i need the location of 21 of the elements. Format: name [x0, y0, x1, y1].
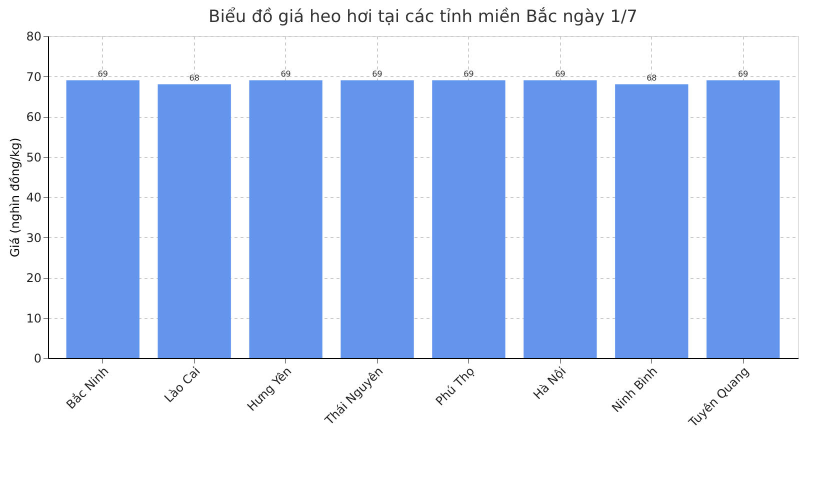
data-label: 68 — [189, 73, 200, 82]
data-label: 68 — [646, 73, 657, 82]
y-tick-label: 50 — [26, 150, 42, 164]
y-tick-label: 20 — [26, 271, 42, 285]
x-tick-label: Lào Cai — [162, 364, 203, 406]
y-tick-label: 80 — [26, 30, 42, 44]
y-tick-label: 70 — [26, 70, 42, 84]
y-tick-label: 60 — [26, 110, 42, 124]
y-tick-label: 30 — [26, 230, 42, 245]
y-axis-title: Giá (nghìn đồng/kg) — [8, 138, 22, 258]
y-tick-label: 0 — [34, 352, 42, 366]
data-label: 69 — [372, 69, 382, 78]
data-label: 69 — [464, 69, 474, 78]
data-label: 69 — [98, 69, 108, 78]
data-label: 69 — [280, 69, 291, 78]
y-tick-label: 40 — [26, 190, 42, 204]
data-label: 69 — [738, 69, 748, 78]
x-tick-label: Hà Nội — [530, 364, 569, 402]
data-label: 69 — [555, 69, 566, 78]
y-tick-label: 10 — [26, 311, 42, 326]
chart-title: Biểu đồ giá heo hơi tại các tỉnh miền Bắc ngày 1/7 — [208, 7, 638, 27]
